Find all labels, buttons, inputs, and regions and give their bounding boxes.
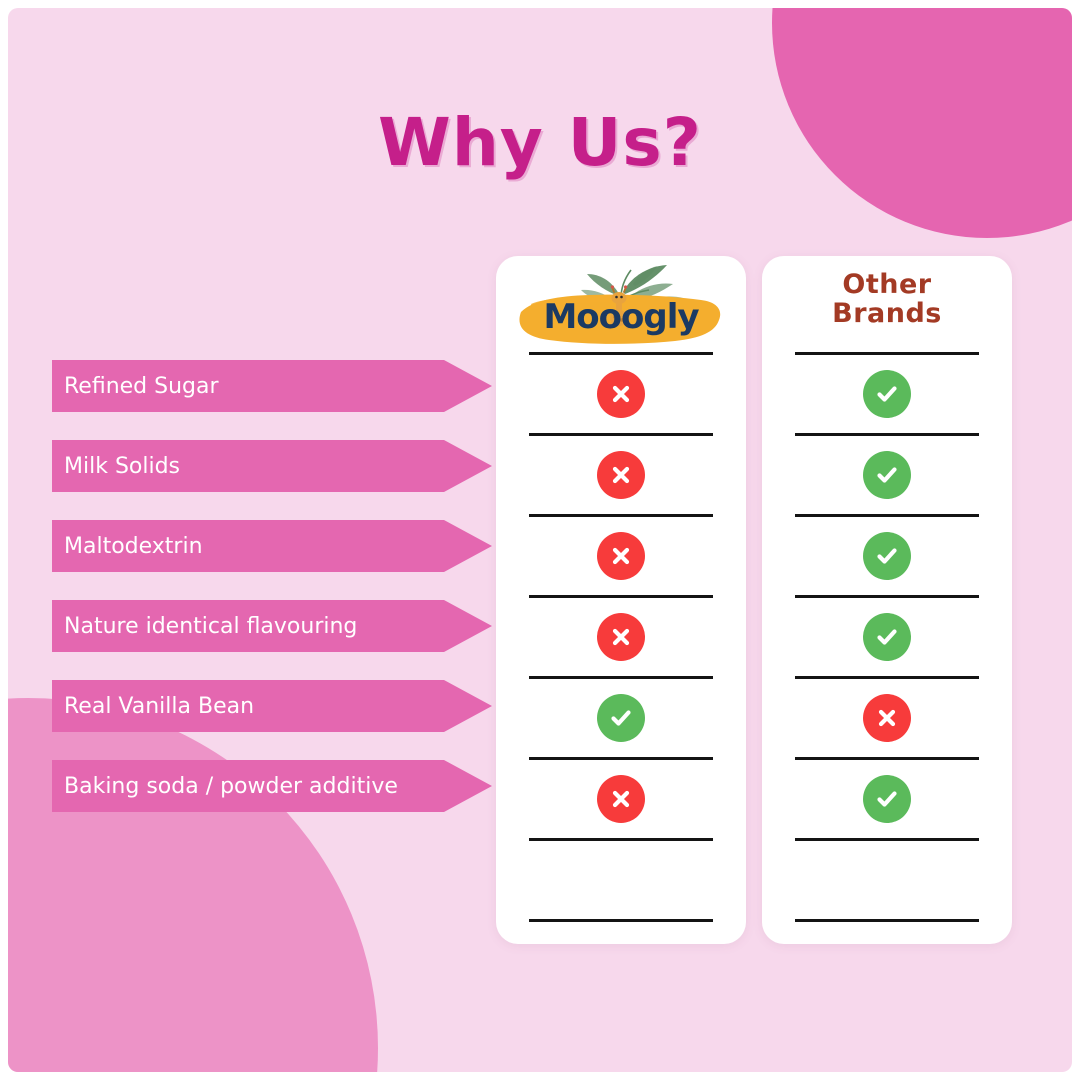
card-header-mooogly: Mooogly <box>496 256 746 352</box>
row-divider <box>529 433 713 436</box>
feature-banner: Refined Sugar <box>52 360 492 412</box>
card-header-other-brands: Other Brands <box>762 256 1012 352</box>
feature-banner-label: Milk Solids <box>64 453 181 479</box>
mark-column-other-brands <box>762 352 1012 922</box>
row-divider <box>529 352 713 355</box>
check-circle-icon <box>863 532 911 580</box>
comparison-cell <box>795 355 979 433</box>
row-divider <box>529 757 713 760</box>
row-divider <box>529 919 713 922</box>
cross-circle-icon <box>597 613 645 661</box>
comparison-cell <box>529 517 713 595</box>
comparison-cell <box>795 517 979 595</box>
feature-banner-label: Baking soda / powder additive <box>64 773 398 799</box>
row-divider <box>795 838 979 841</box>
page-title: Why Us? <box>378 104 702 181</box>
svg-text:Mooogly: Mooogly <box>543 297 699 337</box>
feature-banner: Real Vanilla Bean <box>52 680 492 732</box>
row-divider <box>529 838 713 841</box>
comparison-cell <box>795 436 979 514</box>
comparison-cell <box>529 355 713 433</box>
comparison-card-mooogly: Mooogly <box>496 256 746 944</box>
mark-column-mooogly <box>496 352 746 922</box>
feature-banner-label: Refined Sugar <box>64 373 219 399</box>
cross-circle-icon <box>863 694 911 742</box>
row-divider <box>529 676 713 679</box>
row-divider <box>795 433 979 436</box>
comparison-cell <box>529 436 713 514</box>
comparison-cell <box>529 679 713 757</box>
check-circle-icon <box>863 370 911 418</box>
cross-circle-icon <box>597 775 645 823</box>
row-divider <box>795 514 979 517</box>
check-circle-icon <box>863 613 911 661</box>
other-brands-title: Other Brands <box>762 270 1012 328</box>
cross-circle-icon <box>597 451 645 499</box>
feature-banner-label: Real Vanilla Bean <box>64 693 255 719</box>
row-divider <box>795 676 979 679</box>
row-divider <box>529 514 713 517</box>
row-divider <box>795 595 979 598</box>
cross-circle-icon <box>597 532 645 580</box>
feature-banner: Nature identical flavouring <box>52 600 492 652</box>
infographic-stage: Why Us? Refined Sugar Milk Solids Maltodex… <box>8 8 1072 1072</box>
other-brands-line-2: Brands <box>832 298 942 330</box>
feature-banner: Milk Solids <box>52 440 492 492</box>
row-divider <box>795 757 979 760</box>
comparison-cell <box>795 841 979 919</box>
comparison-cell <box>795 760 979 838</box>
other-brands-line-1: Other <box>842 269 932 300</box>
giraffe-icon <box>608 285 630 330</box>
cross-circle-icon <box>597 370 645 418</box>
row-divider <box>795 352 979 355</box>
feature-banner-list: Refined Sugar Milk Solids Maltodextrin Natu… <box>52 360 492 840</box>
check-circle-icon <box>863 775 911 823</box>
comparison-card-other-brands: Other Brands <box>762 256 1012 944</box>
comparison-cell <box>529 760 713 838</box>
check-circle-icon <box>597 694 645 742</box>
comparison-cell <box>529 598 713 676</box>
comparison-cell <box>529 841 713 919</box>
check-circle-icon <box>863 451 911 499</box>
row-divider <box>795 919 979 922</box>
row-divider <box>529 595 713 598</box>
feature-banner-label: Maltodextrin <box>64 533 203 559</box>
comparison-cell <box>795 598 979 676</box>
feature-banner: Baking soda / powder additive <box>52 760 492 812</box>
mooogly-logo: Mooogly <box>515 262 727 348</box>
comparison-cell <box>795 679 979 757</box>
feature-banner: Maltodextrin <box>52 520 492 572</box>
feature-banner-label: Nature identical flavouring <box>64 613 358 639</box>
